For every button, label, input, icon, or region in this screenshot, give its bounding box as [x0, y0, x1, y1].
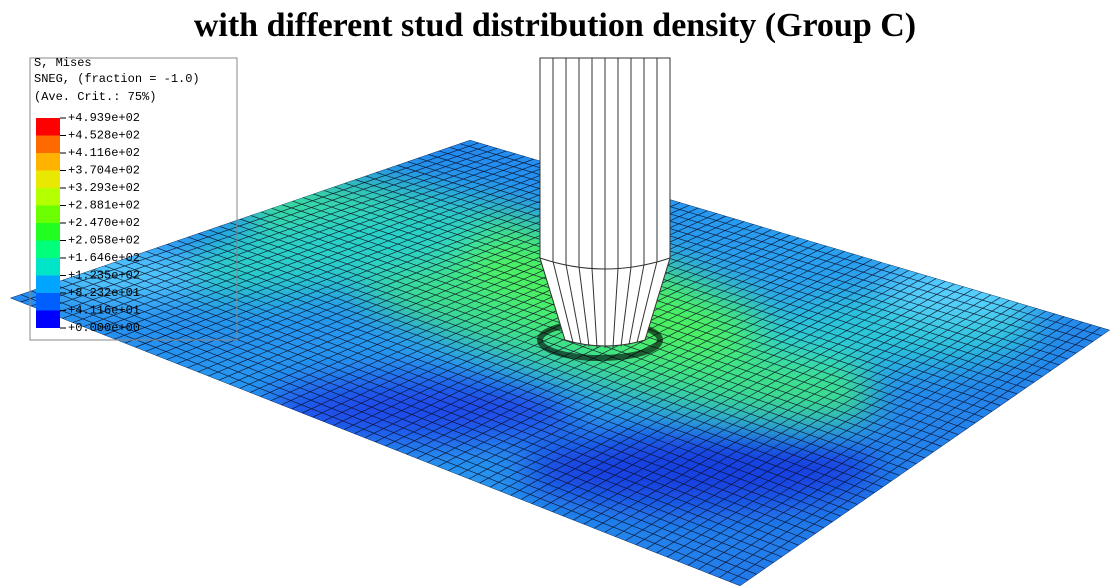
legend-line: SNEG, (fraction = -1.0) — [34, 72, 200, 86]
indenter — [540, 58, 670, 348]
legend-swatch — [36, 223, 60, 241]
legend-swatch — [36, 136, 60, 154]
title: with different stud distribution density… — [194, 7, 916, 44]
legend-label: +2.881e+02 — [68, 199, 140, 213]
legend-label: +3.704e+02 — [68, 164, 140, 178]
legend-label: +0.000e+00 — [68, 321, 140, 335]
legend-label: +4.528e+02 — [68, 129, 140, 143]
legend-swatch — [36, 311, 60, 329]
legend-swatch — [36, 206, 60, 224]
legend-label: +2.470e+02 — [68, 216, 140, 230]
legend-swatch — [36, 188, 60, 206]
legend-swatch — [36, 153, 60, 171]
figure: S, Mises SNEG, (fraction = -1.0) (Ave. C… — [0, 0, 1110, 588]
legend-swatch — [36, 241, 60, 259]
legend-swatch — [36, 293, 60, 311]
legend-swatch — [36, 118, 60, 136]
legend-label: +4.939e+02 — [68, 111, 140, 125]
legend-swatch — [36, 171, 60, 189]
legend-line: S, Mises — [34, 56, 92, 70]
page: S, Mises SNEG, (fraction = -1.0) (Ave. C… — [0, 0, 1110, 588]
legend-label: +8.232e+01 — [68, 286, 140, 300]
legend-label: +4.116e+01 — [68, 304, 140, 318]
legend-swatch — [36, 258, 60, 276]
legend-line: (Ave. Crit.: 75%) — [34, 90, 156, 104]
legend-label: +3.293e+02 — [68, 181, 140, 195]
legend-label: +1.235e+02 — [68, 269, 140, 283]
legend-swatch — [36, 276, 60, 294]
legend-label: +1.646e+02 — [68, 251, 140, 265]
legend-label: +2.058e+02 — [68, 234, 140, 248]
legend-label: +4.116e+02 — [68, 146, 140, 160]
